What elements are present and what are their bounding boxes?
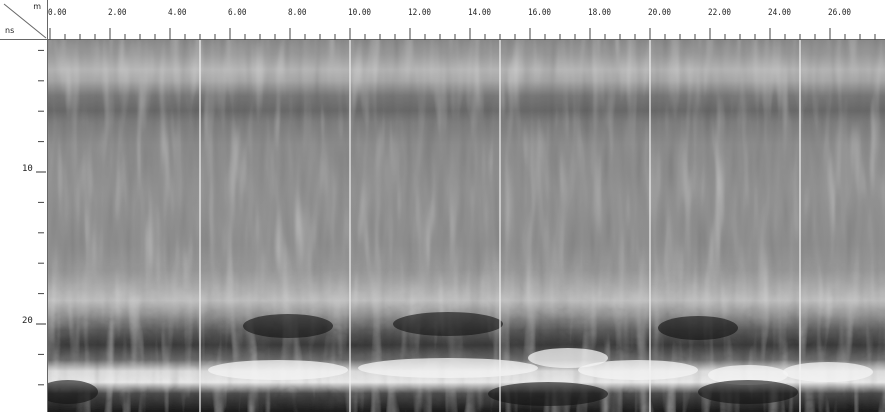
distance-tick-label: 2.00 bbox=[108, 8, 127, 18]
distance-tick-label: 22.00 bbox=[708, 8, 732, 18]
dark-reflection bbox=[658, 316, 738, 340]
dark-reflection bbox=[698, 380, 798, 404]
distance-tick-label: 10.00 bbox=[348, 8, 372, 18]
bright-reflection bbox=[358, 358, 538, 378]
bright-reflection bbox=[208, 360, 348, 380]
distance-tick-label: 14.00 bbox=[468, 8, 492, 18]
corner-diagonal bbox=[3, 3, 47, 39]
y-unit-label: ns bbox=[5, 26, 15, 35]
distance-tick-label: 26.00 bbox=[828, 8, 852, 18]
bright-reflection bbox=[783, 362, 873, 382]
deep-reflection-texture bbox=[48, 40, 885, 412]
time-axis: 10 20 bbox=[0, 40, 48, 412]
distance-tick-label: 12.00 bbox=[408, 8, 432, 18]
dark-reflection bbox=[243, 314, 333, 338]
section-markers bbox=[199, 40, 801, 412]
dark-reflection bbox=[488, 382, 608, 406]
time-axis-ticks bbox=[36, 49, 46, 386]
bright-reflection bbox=[528, 348, 608, 368]
distance-tick-label: 24.00 bbox=[768, 8, 792, 18]
dark-reflection bbox=[48, 380, 98, 404]
distance-tick-label: 6.00 bbox=[228, 8, 247, 18]
distance-tick-label: 4.00 bbox=[168, 8, 187, 18]
distance-axis-ticks bbox=[49, 28, 876, 40]
time-tick-label: 10 bbox=[22, 164, 33, 174]
dark-reflection bbox=[393, 312, 503, 336]
distance-axis: 0.00 2.00 4.00 6.00 8.00 10.00 12.00 14.00 16.00… bbox=[48, 0, 885, 40]
bright-reflection bbox=[708, 365, 788, 385]
bright-reflection bbox=[578, 360, 698, 380]
strong-reflectors bbox=[48, 312, 873, 406]
x-unit-label: m bbox=[33, 2, 41, 11]
distance-tick-label: 8.00 bbox=[288, 8, 307, 18]
time-tick-label: 20 bbox=[22, 316, 33, 326]
radargram-canvas[interactable] bbox=[48, 40, 885, 412]
axis-corner: m ns bbox=[0, 0, 48, 40]
distance-tick-label: 0.00 bbox=[48, 8, 67, 18]
distance-tick-label: 18.00 bbox=[588, 8, 612, 18]
radargram-image[interactable] bbox=[48, 40, 885, 412]
distance-tick-label: 20.00 bbox=[648, 8, 672, 18]
distance-tick-label: 16.00 bbox=[528, 8, 552, 18]
